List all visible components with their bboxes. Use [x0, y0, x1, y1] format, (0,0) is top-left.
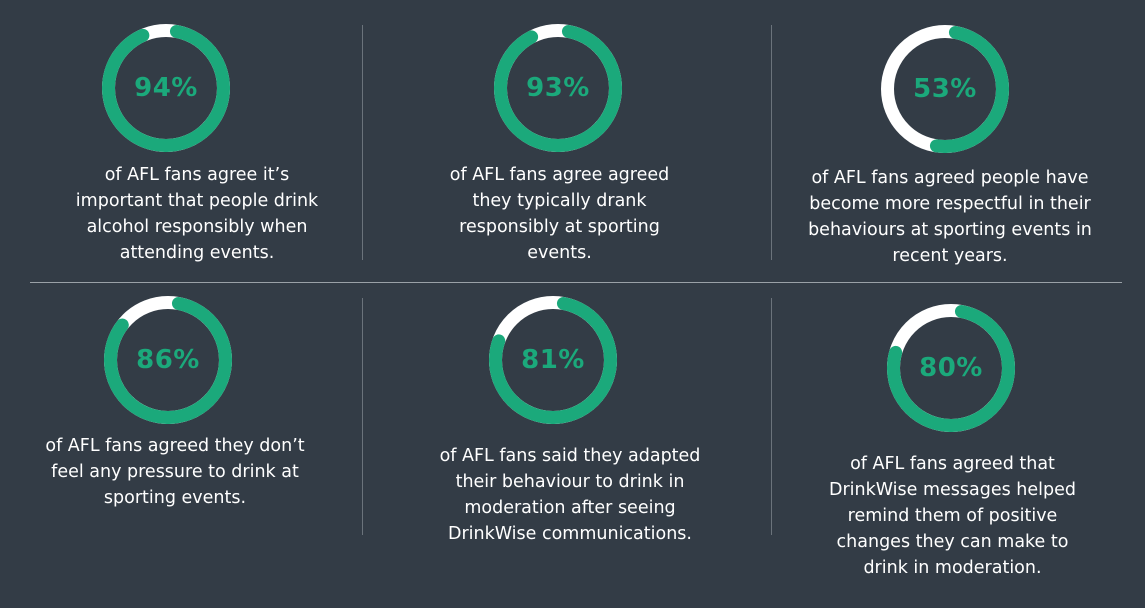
donut-ring: 86% [104, 296, 232, 424]
column-divider [362, 298, 363, 535]
column-divider [771, 298, 772, 535]
donut-value-arc [102, 24, 230, 152]
donut-chart [881, 25, 1009, 153]
donut-ring: 53% [881, 25, 1009, 153]
donut-ring: 94% [102, 24, 230, 152]
donut-value-arc [887, 304, 1015, 432]
column-divider [771, 25, 772, 260]
donut-chart [104, 296, 232, 424]
stat-caption: of AFL fans agreed they don’t feel any p… [45, 436, 305, 508]
donut-ring: 81% [489, 296, 617, 424]
stat-caption: of AFL fans agreed people have become mo… [808, 168, 1092, 266]
percentage-value: 93% [526, 73, 590, 103]
stat-caption: of AFL fans agree agreed they typically … [449, 165, 670, 263]
stat-caption: of AFL fans agreed that DrinkWise messag… [828, 454, 1077, 578]
donut-ring: 93% [494, 24, 622, 152]
donut-value-arc [104, 296, 232, 424]
donut-value-arc [489, 296, 617, 424]
column-divider [362, 25, 363, 260]
percentage-value: 80% [919, 353, 983, 383]
donut-chart [102, 24, 230, 152]
percentage-value: 81% [521, 345, 585, 375]
stat-caption: of AFL fans said they adapted their beha… [439, 446, 701, 544]
row-divider [30, 282, 1122, 283]
donut-value-arc [494, 24, 622, 152]
donut-chart [887, 304, 1015, 432]
stat-caption: of AFL fans agree it’s important that pe… [75, 165, 319, 263]
donut-chart [494, 24, 622, 152]
donut-value-arc [881, 25, 1009, 153]
percentage-value: 53% [913, 74, 977, 104]
percentage-value: 86% [136, 345, 200, 375]
donut-ring: 80% [887, 304, 1015, 432]
percentage-value: 94% [134, 73, 198, 103]
donut-chart [489, 296, 617, 424]
